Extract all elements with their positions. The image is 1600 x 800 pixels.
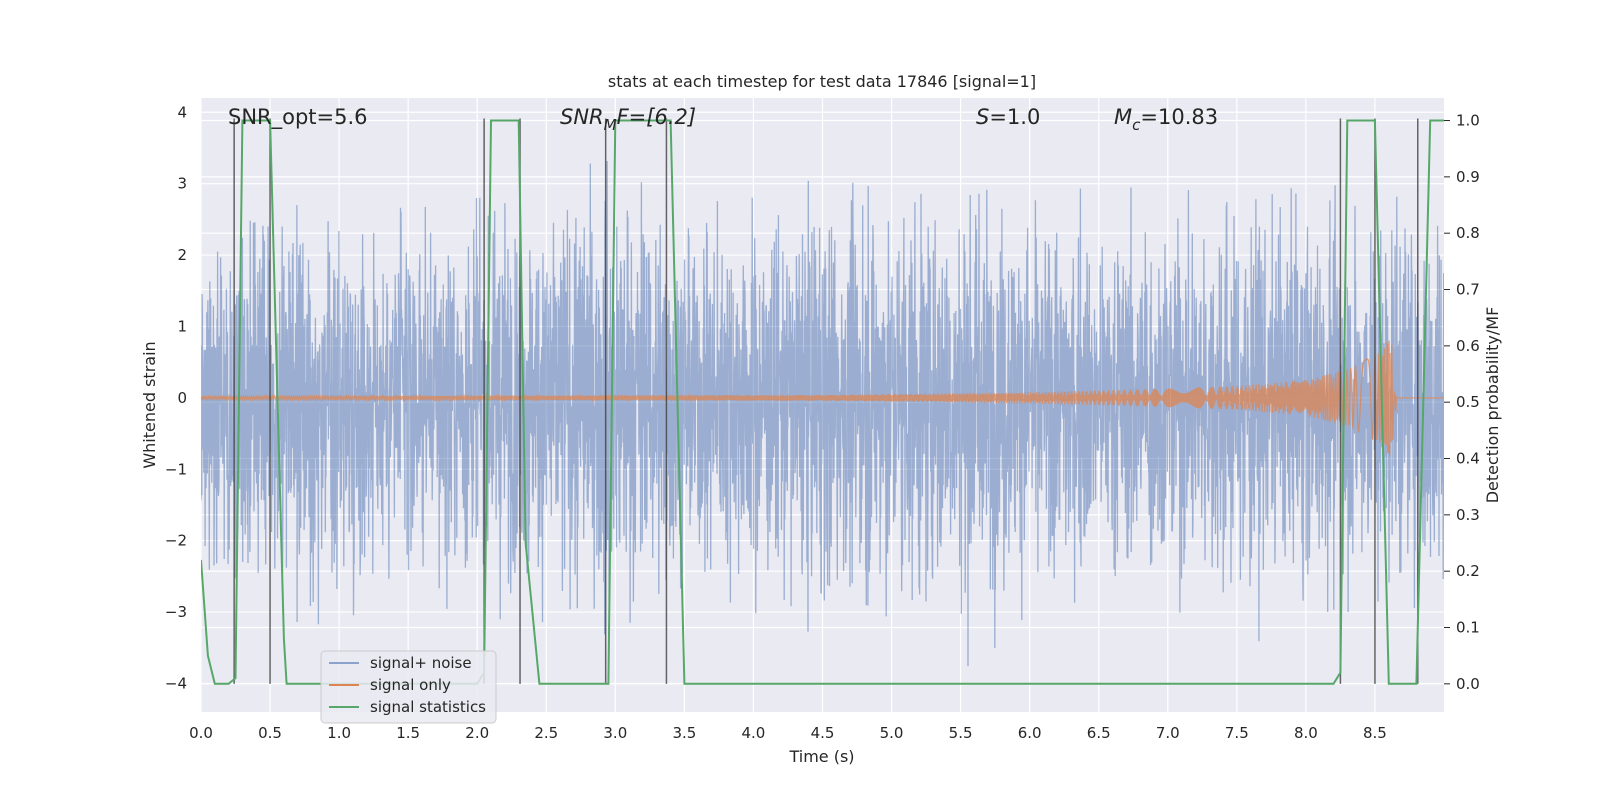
y-tick-label-left: −4	[165, 674, 187, 692]
y-tick-label-left: 0	[177, 389, 187, 407]
x-tick-label: 7.5	[1225, 724, 1249, 742]
y-tick-label-right: 0.3	[1456, 506, 1480, 524]
legend-label-stats: signal statistics	[370, 698, 486, 716]
x-tick-label: 5.0	[880, 724, 904, 742]
x-tick-label: 1.0	[327, 724, 351, 742]
x-tick-label: 6.5	[1087, 724, 1111, 742]
x-tick-label: 3.0	[603, 724, 627, 742]
x-tick-label: 2.0	[465, 724, 489, 742]
signal-only-line	[201, 340, 1444, 456]
event-markers	[233, 118, 1419, 684]
y-tick-label-right: 0.0	[1456, 675, 1480, 693]
x-tick-label: 8.5	[1363, 724, 1387, 742]
annotation-snr-mf: SNRMF=[6.2]	[560, 105, 696, 134]
left-axis-ticks: −4 −3 −2 −1 0 1 2 3 4	[165, 103, 187, 692]
right-axis-ticks: 0.0 0.1 0.2 0.3 0.4 0.5 0.6 0.7 0.8 0.9 1.0	[1444, 112, 1480, 693]
x-axis-ticks: 0.0 0.5 1.0 1.5 2.0 2.5 3.0 3.5 4.0 4.5 5.0 5.5 6.0 6…	[189, 724, 1387, 742]
x-tick-label: 1.5	[396, 724, 420, 742]
chart-title: stats at each timestep for test data 178…	[608, 72, 1036, 91]
signal-noise-line	[201, 160, 1444, 667]
y-tick-label-left: 4	[177, 103, 187, 121]
x-tick-label: 6.0	[1018, 724, 1042, 742]
y-tick-label-left: −3	[165, 603, 187, 621]
y-tick-label-right: 0.7	[1456, 281, 1480, 299]
signal-only-series	[201, 340, 1444, 456]
annotation-snr-opt: SNR_opt=5.6	[228, 105, 368, 130]
y-tick-label-right: 0.8	[1456, 224, 1480, 242]
y-tick-label-right: 1.0	[1456, 112, 1480, 130]
y-tick-label-left: 2	[177, 246, 187, 264]
right-axis-label: Detection probability/MF	[1483, 307, 1502, 504]
y-tick-label-right: 0.9	[1456, 168, 1480, 186]
x-tick-label: 5.5	[949, 724, 973, 742]
annotation-s: S=1.0	[976, 105, 1040, 129]
legend: signal+ noise signal only signal statist…	[320, 650, 497, 724]
legend-label-noise: signal+ noise	[370, 654, 472, 672]
y-tick-label-right: 0.4	[1456, 450, 1480, 468]
y-tick-label-left: 1	[177, 317, 187, 335]
x-axis-label: Time (s)	[788, 747, 854, 766]
y-tick-label-right: 0.2	[1456, 562, 1480, 580]
left-axis-label: Whitened strain	[140, 341, 159, 468]
y-tick-label-left: 3	[177, 175, 187, 193]
x-tick-label: 4.5	[811, 724, 835, 742]
y-tick-label-left: −2	[165, 532, 187, 550]
y-tick-label-right: 0.5	[1456, 393, 1480, 411]
legend-box	[320, 650, 497, 724]
signal-statistics-line	[201, 119, 1444, 685]
legend-label-signal: signal only	[370, 676, 451, 694]
y-tick-label-left: −1	[165, 460, 187, 478]
x-tick-label: 7.0	[1156, 724, 1180, 742]
signal-statistics-series	[201, 119, 1444, 685]
y-tick-label-right: 0.6	[1456, 337, 1480, 355]
x-tick-label: 0.0	[189, 724, 213, 742]
annotation-mc: Mc=10.83	[1114, 105, 1218, 134]
y-tick-label-right: 0.1	[1456, 619, 1480, 637]
x-tick-label: 0.5	[258, 724, 282, 742]
signal-noise-series	[201, 160, 1444, 667]
x-tick-label: 4.0	[742, 724, 766, 742]
x-tick-label: 2.5	[534, 724, 558, 742]
x-tick-label: 8.0	[1294, 724, 1318, 742]
x-tick-label: 3.5	[672, 724, 696, 742]
